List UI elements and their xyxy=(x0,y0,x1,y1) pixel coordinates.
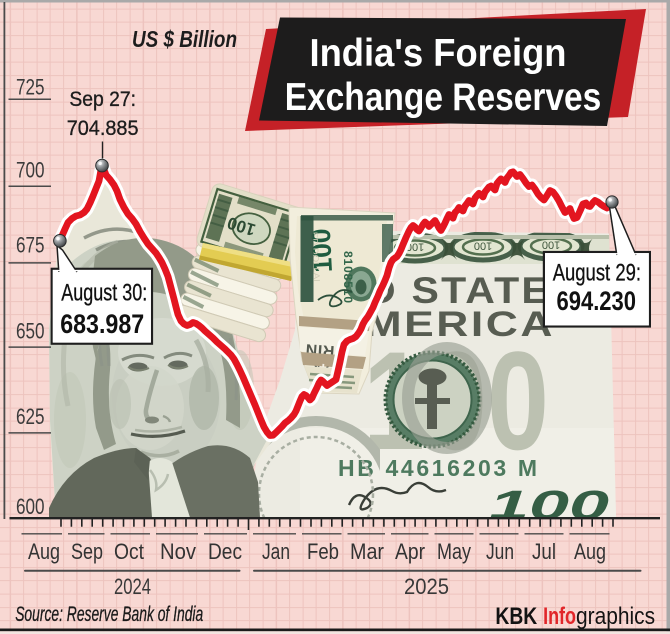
svg-text:India's Foreign: India's Foreign xyxy=(310,32,567,75)
svg-text:Sep: Sep xyxy=(71,539,103,564)
svg-text:700: 700 xyxy=(16,157,45,182)
svg-text:Info: Info xyxy=(543,603,576,630)
svg-text:675: 675 xyxy=(16,233,45,258)
svg-text:Jan: Jan xyxy=(262,539,290,564)
svg-text:KBK: KBK xyxy=(495,603,537,630)
svg-text:694.230: 694.230 xyxy=(557,286,637,316)
svg-text:Sep 27:: Sep 27: xyxy=(69,87,136,111)
svg-text:650: 650 xyxy=(16,318,45,343)
svg-text:8108510: 8108510 xyxy=(341,251,355,303)
svg-text:Jul: Jul xyxy=(532,539,556,564)
svg-text:725: 725 xyxy=(16,75,45,100)
svg-text:Apr: Apr xyxy=(395,539,425,564)
svg-text:100: 100 xyxy=(474,240,492,252)
svg-text:Dec: Dec xyxy=(208,539,242,564)
svg-text:100: 100 xyxy=(542,239,560,251)
svg-text:683.987: 683.987 xyxy=(60,309,144,339)
svg-text:Source: Reserve Bank of India: Source: Reserve Bank of India xyxy=(15,603,203,626)
svg-text:625: 625 xyxy=(16,404,45,429)
svg-text:graphics: graphics xyxy=(576,603,655,630)
svg-text:Exchange Reserves: Exchange Reserves xyxy=(285,76,602,119)
svg-text:Jun: Jun xyxy=(486,539,514,564)
svg-text:HB 44616203 M: HB 44616203 M xyxy=(338,455,537,481)
svg-text:May: May xyxy=(437,539,471,564)
svg-text:2025: 2025 xyxy=(404,574,449,599)
svg-text:2024: 2024 xyxy=(114,574,151,599)
svg-text:100: 100 xyxy=(489,482,609,528)
svg-text:Aug: Aug xyxy=(574,539,606,564)
svg-text:Nov: Nov xyxy=(160,539,196,564)
svg-text:Feb: Feb xyxy=(307,539,339,564)
svg-text:704.885: 704.885 xyxy=(67,116,139,140)
svg-text:600: 600 xyxy=(16,494,45,519)
svg-text:Oct: Oct xyxy=(114,539,144,564)
svg-text:August 29:: August 29: xyxy=(553,259,641,286)
svg-text:Mar: Mar xyxy=(350,539,384,564)
svg-text:August 30:: August 30: xyxy=(61,280,147,307)
svg-text:US $ Billion: US $ Billion xyxy=(132,26,237,52)
svg-text:D STATE: D STATE xyxy=(366,270,551,311)
svg-text:Aug: Aug xyxy=(28,539,60,564)
